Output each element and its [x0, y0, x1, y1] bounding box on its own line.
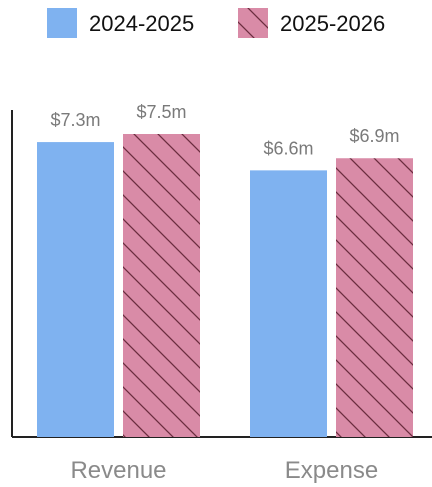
category-tick-label: Revenue — [70, 457, 166, 484]
bar-revenue-2024-2025 — [37, 142, 114, 437]
legend-swatch — [47, 8, 77, 38]
data-label: $6.6m — [263, 138, 313, 158]
category-tick-label: Expense — [285, 457, 378, 484]
bar-expense-2025-2026 — [336, 158, 413, 438]
bar-revenue-2025-2026 — [123, 134, 200, 437]
data-labels: $7.3m $6.6m $7.5m $6.9m — [50, 102, 399, 158]
bar-expense-2024-2025 — [250, 170, 327, 438]
legend-swatch — [238, 8, 268, 38]
legend-label: 2025-2026 — [280, 11, 385, 36]
category-ticks: Revenue Expense — [70, 457, 378, 484]
bars — [37, 134, 413, 438]
data-label: $6.9m — [349, 126, 399, 146]
data-label: $7.3m — [50, 110, 100, 130]
legend-label: 2024-2025 — [89, 11, 194, 36]
data-label: $7.5m — [136, 102, 186, 122]
legend: 2024-2025 2025-2026 — [47, 8, 385, 38]
